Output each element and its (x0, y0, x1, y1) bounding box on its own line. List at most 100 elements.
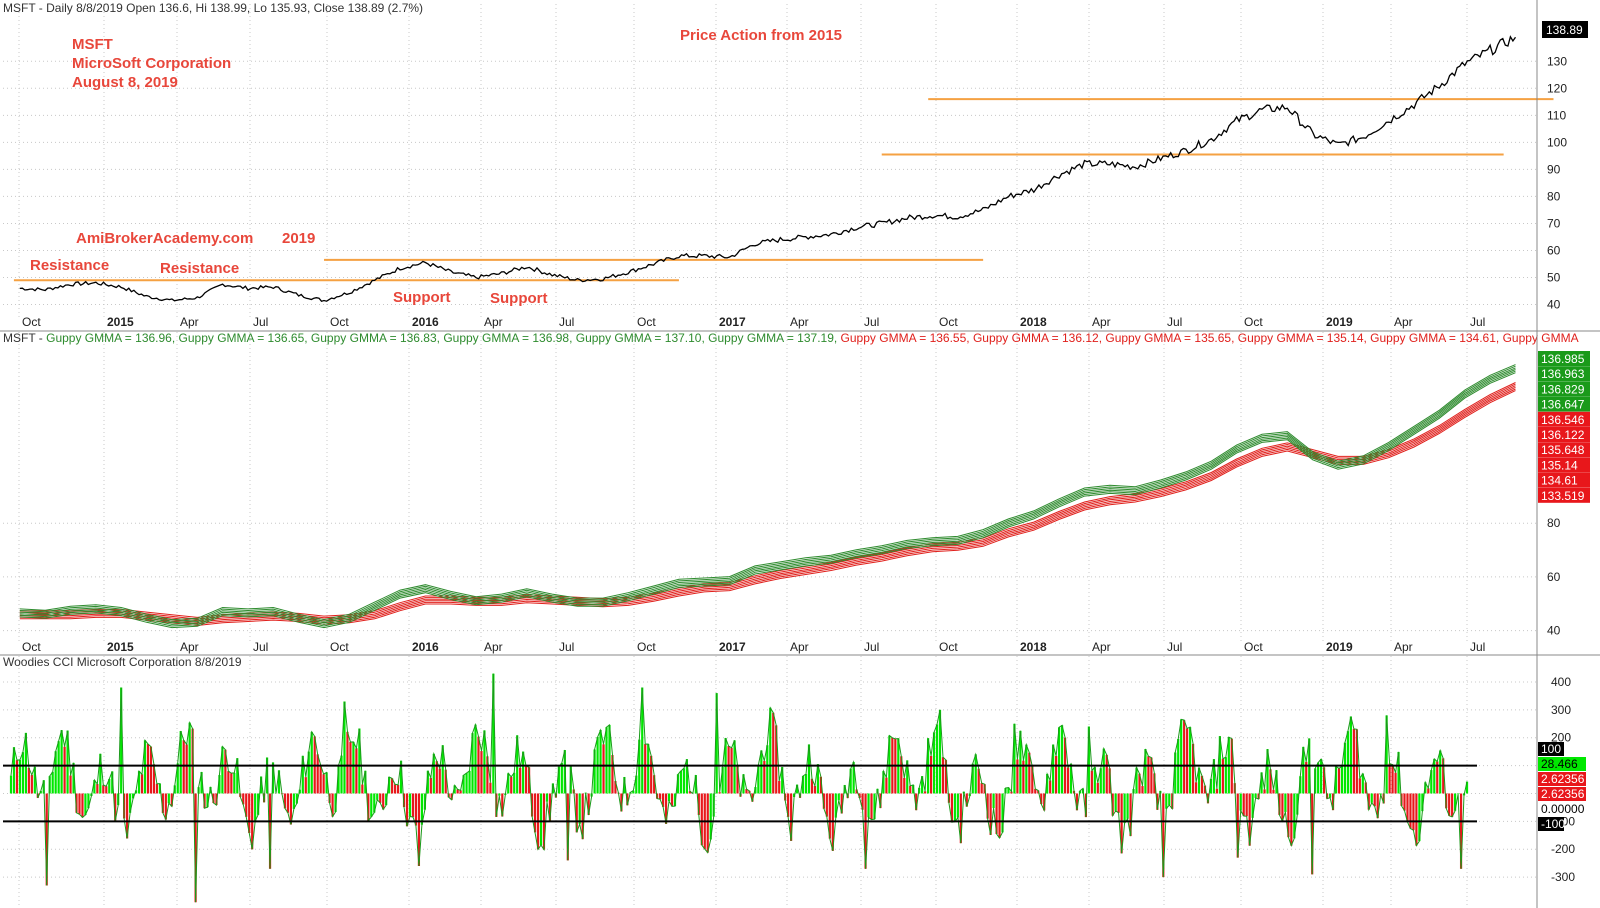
x-tick-label: Jul (559, 315, 574, 329)
x-tick-label: 2017 (719, 315, 746, 329)
x-tick-label: Apr (1092, 315, 1111, 329)
y-tick-label: -300 (1551, 870, 1575, 884)
x-tick-label: Oct (637, 640, 656, 654)
gmma-title-segment: Guppy GMMA = 136.83, (311, 331, 443, 345)
y-tick-label: 200 (1551, 731, 1571, 745)
y-tick-label: 400 (1551, 675, 1571, 689)
x-tick-label: 2017 (719, 640, 746, 654)
site-annotation: AmiBrokerAcademy.com (76, 230, 253, 247)
gmma-value-box (1538, 442, 1590, 458)
x-tick-label: Jul (1167, 640, 1182, 654)
x-tick-label: 2016 (412, 315, 439, 329)
x-tick-label: 2018 (1020, 315, 1047, 329)
x-tick-label: Apr (1092, 640, 1111, 654)
gmma-value-box (1538, 411, 1590, 427)
cci-value-box (1538, 817, 1564, 831)
gmma-y-axis: 40 60 80 (1547, 516, 1561, 637)
gmma-value-box (1538, 487, 1590, 503)
y-tick-label: 60 (1547, 570, 1561, 584)
cci-value-text: 2.62356 (1541, 772, 1585, 786)
y-tick-label: 80 (1547, 189, 1561, 203)
gmma-value-text: 133.519 (1541, 489, 1585, 503)
y-tick-label: -200 (1551, 842, 1575, 856)
x-tick-label: Jul (864, 640, 879, 654)
cci-panel[interactable]: Woodies CCI Microsoft Corporation 8/8/20… (3, 655, 1586, 905)
gmma-title-segment: Guppy GMMA = 134.61, (1370, 331, 1502, 345)
cci-value-box (1538, 757, 1586, 771)
x-tick-label: Oct (330, 640, 349, 654)
gmma-title-segment: Guppy GMMA = 137.10, (576, 331, 708, 345)
gmma-value-text: 135.14 (1541, 458, 1578, 472)
x-tick-label: Apr (180, 640, 199, 654)
x-tick-label: Apr (790, 640, 809, 654)
x-tick-label: Jul (253, 315, 268, 329)
gmma-title-segment: Guppy GMMA = 135.65, (1105, 331, 1237, 345)
x-tick-label: 2019 (1326, 640, 1353, 654)
gmma-value-text: 136.122 (1541, 428, 1585, 442)
y-tick-label: 80 (1547, 516, 1561, 530)
x-tick-label: Oct (637, 315, 656, 329)
gmma-title-segment: Guppy GMMA = 136.55, (841, 331, 973, 345)
cci-value-box (1538, 787, 1586, 801)
gmma-value-box (1538, 366, 1590, 382)
y-tick-label: 110 (1547, 108, 1566, 122)
gmma-long-term-line (19, 390, 1516, 627)
resistance-label-2: Resistance (160, 260, 239, 277)
cci-histogram (9, 673, 1469, 903)
price-panel[interactable]: MSFT - Daily 8/8/2019 Open 136.6, Hi 138… (3, 1, 1588, 329)
gmma-value-text: 136.985 (1541, 352, 1585, 366)
cci-value-box (1538, 742, 1564, 756)
cci-value-box (1538, 772, 1586, 786)
y-tick-label: 300 (1551, 703, 1571, 717)
support-resistance-lines (13, 98, 1554, 282)
gmma-value-box (1538, 351, 1590, 366)
gmma-value-text: 136.546 (1541, 413, 1585, 427)
x-tick-label: Apr (790, 315, 809, 329)
y-tick-label: 70 (1547, 216, 1561, 230)
gmma-value-text: 136.647 (1541, 398, 1585, 412)
x-tick-label: 2015 (107, 640, 134, 654)
gmma-title-segment: Guppy GMMA = 136.65, (179, 331, 311, 345)
price-panel-title: MSFT - Daily 8/8/2019 Open 136.6, Hi 138… (3, 1, 423, 15)
headline-annotation: Price Action from 2015 (680, 27, 842, 44)
price-line (19, 35, 1517, 302)
gmma-value-text: 134.61 (1541, 474, 1578, 488)
gmma-panel[interactable]: MSFT - Guppy GMMA = 136.96, Guppy GMMA =… (3, 331, 1590, 654)
gmma-title-segment: Guppy GMMA (1503, 331, 1579, 345)
cci-value-text: 2.62356 (1541, 787, 1585, 801)
gmma-value-box (1538, 472, 1590, 488)
company-annotation: MicroSoft Corporation (72, 55, 231, 72)
cci-value-box (1538, 802, 1586, 816)
x-tick-label: 2018 (1020, 640, 1047, 654)
gmma-title-segment: Guppy GMMA = 136.96, (46, 331, 178, 345)
x-tick-label: Apr (1394, 315, 1413, 329)
x-tick-label: Oct (330, 315, 349, 329)
x-tick-label: Oct (939, 640, 958, 654)
support-label-1: Support (393, 289, 451, 306)
y-tick-label: 90 (1547, 162, 1561, 176)
gmma-value-box (1538, 381, 1590, 397)
last-price-text: 138.89 (1546, 23, 1583, 37)
x-tick-label: Oct (939, 315, 958, 329)
gmma-ribbons (19, 364, 1516, 629)
x-tick-label: 2016 (412, 640, 439, 654)
x-tick-label: Jul (253, 640, 268, 654)
gmma-value-text: 136.963 (1541, 367, 1585, 381)
x-tick-label: Apr (484, 640, 503, 654)
y-tick-label: 50 (1547, 271, 1561, 285)
y-tick-label: 120 (1547, 81, 1567, 95)
gmma-short-term-line (19, 372, 1516, 629)
gmma-short-term-line (19, 364, 1516, 621)
y-tick-label: 130 (1547, 54, 1567, 68)
gmma-title-segment: Guppy GMMA = 136.12, (973, 331, 1105, 345)
gmma-short-term-line (19, 367, 1516, 624)
gmma-long-term-line (19, 388, 1516, 625)
cci-panel-title: Woodies CCI Microsoft Corporation 8/8/20… (3, 655, 242, 669)
gmma-title-segment: MSFT - (3, 331, 46, 345)
gmma-value-box (1538, 427, 1590, 442)
gmma-title-segment: Guppy GMMA = 135.14, (1238, 331, 1370, 345)
last-price-label: 138.89 (1542, 21, 1588, 38)
gmma-short-term-line (19, 369, 1516, 625)
